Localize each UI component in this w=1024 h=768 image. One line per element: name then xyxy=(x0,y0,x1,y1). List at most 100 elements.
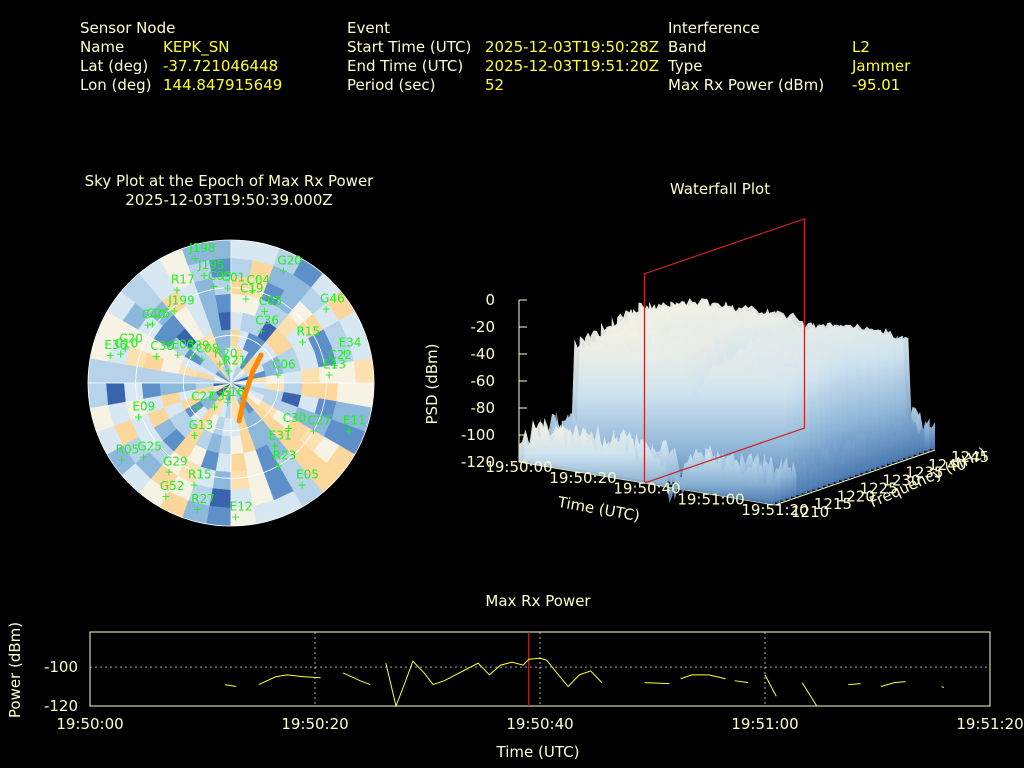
maxrx-xlabel: Time (UTC) xyxy=(496,743,580,761)
skyplot-satellite: +C04 xyxy=(246,273,270,297)
skyplot-satellite: +C09 xyxy=(208,269,232,293)
satellite-label: G52 xyxy=(160,479,185,493)
maxrx-series-line xyxy=(734,680,749,684)
waterfall-y-tick-label: 1220 xyxy=(837,487,875,505)
waterfall-surface-row xyxy=(519,425,775,505)
skyplot-satellite: +C10 xyxy=(114,336,138,360)
skyplot-satellite: +C05 xyxy=(259,294,283,318)
event-end-label: End Time (UTC) xyxy=(347,57,464,75)
satellite-marker: + xyxy=(193,503,202,516)
waterfall-epoch-plane xyxy=(643,217,806,484)
skyplot-satellite: +C06 xyxy=(272,358,296,382)
skyplot-satellite: +G46 xyxy=(320,292,345,316)
maxrx-y-tick-label: -120 xyxy=(44,697,78,715)
satellite-marker: + xyxy=(193,401,202,414)
maxrx-series-line xyxy=(801,682,818,707)
satellite-marker: + xyxy=(199,269,208,282)
skyplot-satellite: +C27 xyxy=(308,414,332,438)
skyplot-satellite: +G13 xyxy=(189,418,214,442)
satellite-label: E13 xyxy=(323,357,346,371)
maxrx-plot: 19:50:00 19:50:20 19:50:40 19:51:00 19:51:20… xyxy=(6,622,1024,761)
waterfall-x-tick-label: 19:50:40 xyxy=(613,480,680,498)
skyplot-satellite: +C20 xyxy=(119,332,143,356)
waterfall-z-tick-label: -20 xyxy=(471,318,496,336)
waterfall-y-tick-label: 1215 xyxy=(814,495,852,513)
satellite-label: J199 xyxy=(167,293,194,307)
satellite-label: C27 xyxy=(308,414,332,428)
satellite-marker: + xyxy=(148,318,157,331)
waterfall-x-tick-label: 19:51:00 xyxy=(677,490,744,508)
satellite-label: G25 xyxy=(137,440,162,454)
waterfall-zlabel: PSD (dBm) xyxy=(423,343,441,424)
skyplot-satellite: +R20 xyxy=(214,347,238,371)
satellite-marker: + xyxy=(215,358,224,371)
waterfall-x-tick-label: 19:50:20 xyxy=(549,469,616,487)
skyplot-satellite: +C26 xyxy=(146,307,170,331)
skyplot-satellite: +E05 xyxy=(296,468,319,492)
satellite-marker: + xyxy=(106,349,115,362)
skyplot-cell xyxy=(205,505,232,526)
sensor-name-label: Name xyxy=(80,38,125,56)
skyplot-cell xyxy=(105,382,126,406)
interference-maxrx-value: -95.01 xyxy=(852,76,901,94)
satellite-label: G46 xyxy=(320,292,345,306)
maxrx-ylabel: Power (dBm) xyxy=(6,622,24,718)
satellite-marker: + xyxy=(260,305,269,318)
satellite-marker: + xyxy=(189,479,198,492)
waterfall-y-tick-label: 1240 xyxy=(928,456,966,474)
satellite-marker: + xyxy=(173,349,182,362)
satellite-label: C01 xyxy=(222,271,246,285)
satellite-marker: + xyxy=(143,319,152,332)
event-period-label: Period (sec) xyxy=(347,76,436,94)
skyplot-satellite: +R05 xyxy=(116,443,140,467)
maxrx-series-line xyxy=(342,672,371,686)
skyplot-satellite: +E16 xyxy=(222,385,245,409)
satellite-marker: + xyxy=(298,336,307,349)
satellite-label: C05 xyxy=(259,294,283,308)
satellite-label: C20 xyxy=(119,332,143,346)
sensor-lat-label: Lat (deg) xyxy=(80,57,149,75)
skyplot-satellite: +C22 xyxy=(328,348,352,372)
maxrx-series-line xyxy=(680,674,726,680)
skyplot-satellite: +C01 xyxy=(222,271,246,295)
interference-type-value: Jammer xyxy=(852,57,911,75)
skyplot-cell xyxy=(353,382,374,409)
sensor-lon-value: 144.847915649 xyxy=(163,76,283,94)
skyplot-satellite: +J198 xyxy=(188,241,215,265)
satellite-label: R15 xyxy=(188,468,212,482)
skyplot-satellite: +G52 xyxy=(160,479,185,503)
maxrx-title: Max Rx Power xyxy=(485,592,591,610)
satellite-label: C37 xyxy=(209,389,233,403)
sensor-lat-value: -37.721046448 xyxy=(163,57,279,75)
satellite-marker: + xyxy=(164,466,173,479)
interference-maxrx-label: Max Rx Power (dBm) xyxy=(668,76,825,94)
event-end-value: 2025-12-03T19:51:20Z xyxy=(485,57,659,75)
skyplot-track xyxy=(236,352,264,424)
waterfall-x-tick-label: 19:51:20 xyxy=(741,501,808,519)
satellite-marker: + xyxy=(309,425,318,438)
satellite-marker: + xyxy=(223,396,232,409)
skyplot-satellite: +C38 xyxy=(150,339,174,363)
maxrx-y-tick-label: -100 xyxy=(44,658,78,676)
satellite-marker: + xyxy=(284,422,293,435)
satellite-marker: + xyxy=(270,439,279,452)
satellite-label: C09 xyxy=(208,269,232,283)
maxrx-series-line xyxy=(224,684,237,688)
skyplot-grid xyxy=(87,239,375,527)
satellite-label: E36 xyxy=(104,338,127,352)
satellite-label: E34 xyxy=(339,336,362,350)
waterfall-y-tick-label: 1235 xyxy=(905,464,943,482)
satellite-label: C08 xyxy=(196,341,220,355)
satellite-label: E05 xyxy=(296,468,319,482)
satellite-marker: + xyxy=(325,368,334,381)
satellite-label: C39 xyxy=(186,339,210,353)
skyplot-cell xyxy=(105,360,126,384)
satellite-label: C38 xyxy=(150,339,174,353)
satellite-marker: + xyxy=(152,350,161,363)
maxrx-x-tick-label: 19:51:00 xyxy=(731,715,798,733)
skyplot-satellite: +R21 xyxy=(223,353,247,377)
satellite-marker: + xyxy=(223,282,232,295)
satellite-marker: + xyxy=(161,490,170,503)
satellite-marker: + xyxy=(297,479,306,492)
skyplot-subtitle: 2025-12-03T19:50:39.000Z xyxy=(125,191,332,209)
